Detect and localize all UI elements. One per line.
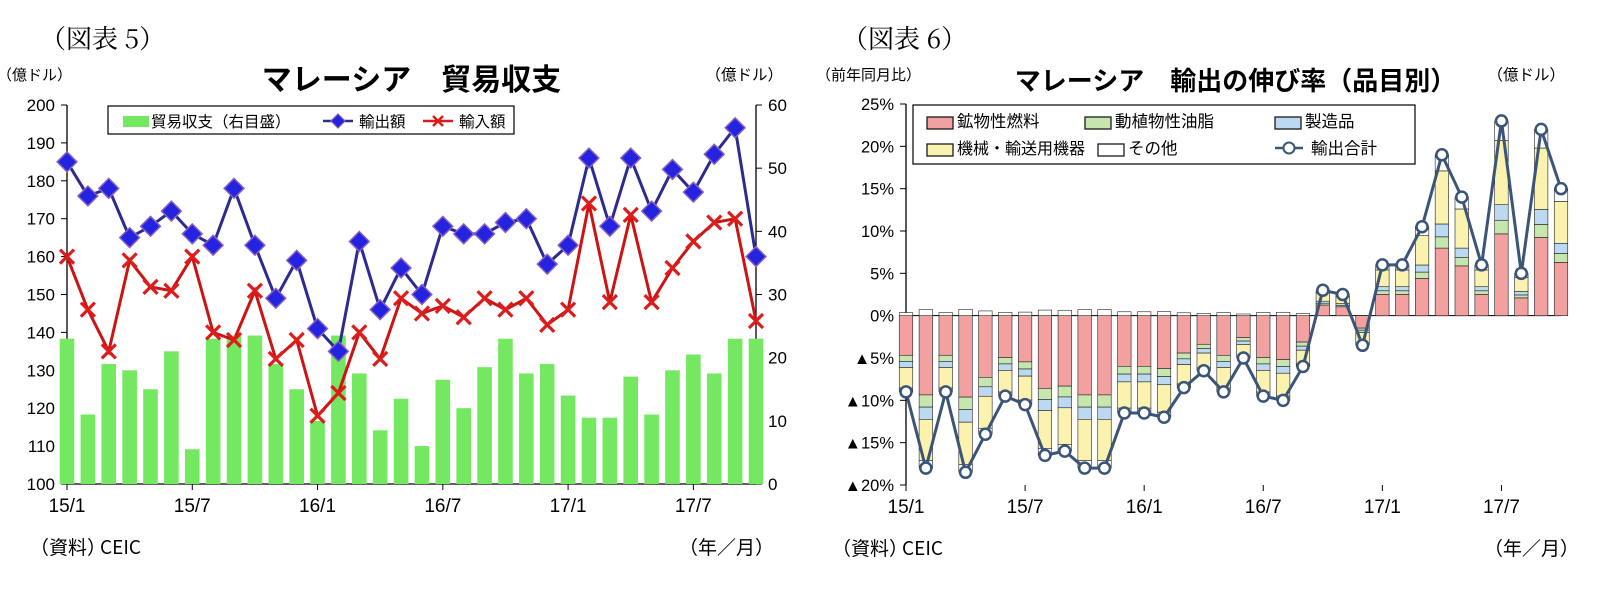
svg-text:▲15%: ▲15% (845, 435, 895, 453)
svg-text:機械・輸送用機器: 機械・輸送用機器 (957, 135, 1085, 159)
svg-text:（前年同月比）: （前年同月比） (816, 64, 921, 85)
svg-text:120: 120 (27, 399, 55, 418)
svg-text:16/1: 16/1 (1126, 497, 1163, 518)
svg-text:輸出額: 輸出額 (359, 110, 406, 132)
svg-text:鉱物性燃料: 鉱物性燃料 (957, 108, 1040, 132)
svg-text:（億ドル）: （億ドル） (1487, 63, 1565, 85)
svg-text:（年／月）: （年／月） (1484, 534, 1579, 561)
svg-text:0: 0 (768, 475, 777, 494)
svg-text:▲5%: ▲5% (854, 350, 895, 368)
svg-text:16/7: 16/7 (424, 496, 461, 517)
svg-text:（資料）CEIC: （資料）CEIC (30, 533, 141, 560)
svg-text:その他: その他 (1128, 135, 1178, 159)
svg-text:140: 140 (27, 323, 55, 342)
svg-text:170: 170 (27, 210, 55, 229)
svg-text:（億ドル）: （億ドル） (0, 64, 72, 85)
svg-text:180: 180 (27, 172, 55, 191)
svg-text:マレーシア 輸出の伸び率（品目別）: マレーシア 輸出の伸び率（品目別） (1015, 61, 1456, 98)
svg-text:▲10%: ▲10% (845, 392, 895, 410)
svg-text:17/1: 17/1 (550, 496, 587, 517)
svg-text:110: 110 (28, 437, 55, 456)
svg-text:25%: 25% (861, 96, 894, 114)
svg-text:190: 190 (27, 134, 55, 153)
svg-text:15/7: 15/7 (174, 496, 211, 517)
svg-text:マレーシア 貿易収支: マレーシア 貿易収支 (262, 55, 561, 99)
svg-text:150: 150 (27, 286, 55, 305)
svg-text:10%: 10% (861, 223, 894, 241)
svg-text:100: 100 (27, 475, 55, 494)
svg-text:5%: 5% (870, 265, 894, 283)
svg-text:輸出合計: 輸出合計 (1311, 135, 1378, 159)
svg-text:17/7: 17/7 (675, 496, 712, 517)
svg-text:15/7: 15/7 (1007, 497, 1044, 518)
svg-text:40: 40 (768, 222, 787, 241)
svg-text:動植物性油脂: 動植物性油脂 (1115, 108, 1214, 132)
svg-text:貿易収支（右目盛）: 貿易収支（右目盛） (151, 110, 291, 132)
svg-text:製造品: 製造品 (1305, 108, 1355, 132)
svg-text:15/1: 15/1 (888, 497, 925, 518)
svg-text:20: 20 (768, 349, 787, 368)
svg-text:0%: 0% (870, 308, 894, 326)
svg-text:10: 10 (768, 412, 787, 431)
svg-text:▲20%: ▲20% (845, 477, 895, 495)
svg-text:（図表 5）: （図表 5） (40, 19, 165, 56)
svg-text:200: 200 (27, 96, 55, 115)
svg-text:50: 50 (768, 159, 787, 178)
svg-text:15/1: 15/1 (49, 496, 86, 517)
svg-text:20%: 20% (861, 138, 894, 156)
svg-text:17/7: 17/7 (1483, 497, 1520, 518)
svg-text:130: 130 (27, 361, 55, 380)
svg-text:16/1: 16/1 (299, 496, 336, 517)
svg-text:（資料）CEIC: （資料）CEIC (832, 534, 943, 561)
svg-text:160: 160 (27, 248, 55, 267)
svg-text:17/1: 17/1 (1364, 497, 1401, 518)
svg-text:輸入額: 輸入額 (459, 110, 506, 132)
svg-text:60: 60 (768, 96, 787, 115)
svg-text:16/7: 16/7 (1245, 497, 1282, 518)
svg-text:（億ドル）: （億ドル） (705, 63, 783, 85)
svg-text:15%: 15% (861, 181, 894, 199)
svg-text:30: 30 (768, 286, 787, 305)
svg-text:（図表 6）: （図表 6） (842, 19, 967, 56)
svg-text:（年／月）: （年／月） (679, 533, 774, 560)
